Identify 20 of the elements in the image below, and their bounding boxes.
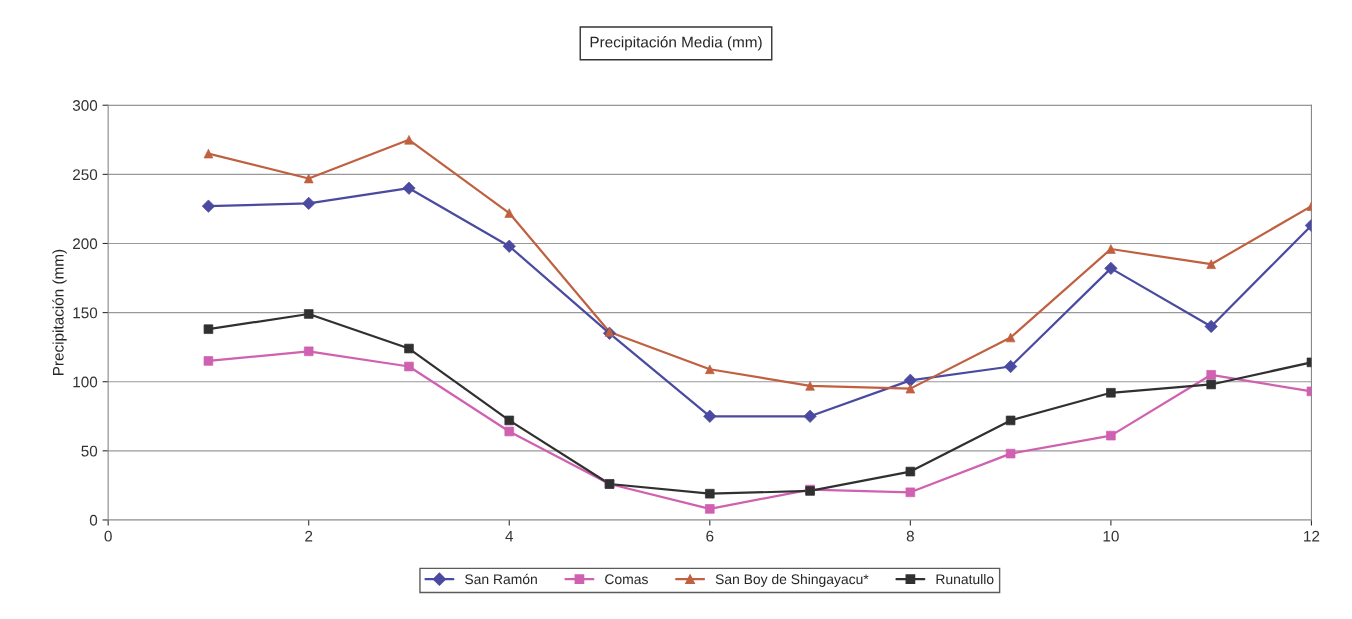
- x-tick-label: 8: [906, 530, 914, 542]
- y-tick-label: 150: [73, 307, 98, 319]
- y-tick-label: 50: [81, 445, 98, 457]
- legend-label: San Boy de Shingayacu*: [715, 573, 869, 587]
- legend-label: Comas: [605, 574, 648, 585]
- x-tick-label: 10: [1103, 530, 1119, 542]
- y-tick-label: 0: [89, 514, 98, 526]
- y-tick-label: 200: [73, 238, 98, 250]
- legend-label: San Ramón: [465, 573, 537, 585]
- y-tick-label: 100: [73, 376, 98, 388]
- x-tick-label: 6: [706, 530, 714, 542]
- legend-label: Runatullo: [936, 573, 994, 585]
- chart-title: Precipitación Media (mm): [590, 36, 762, 51]
- x-tick-label: 4: [505, 530, 514, 542]
- y-tick-label: 250: [73, 169, 98, 181]
- y-tick-label: 300: [72, 100, 98, 111]
- x-tick-label: 2: [305, 530, 313, 542]
- x-tick-label: 0: [104, 530, 112, 542]
- x-tick-label: 12: [1304, 530, 1320, 542]
- y-axis-title: Precipitación (mm): [52, 249, 67, 376]
